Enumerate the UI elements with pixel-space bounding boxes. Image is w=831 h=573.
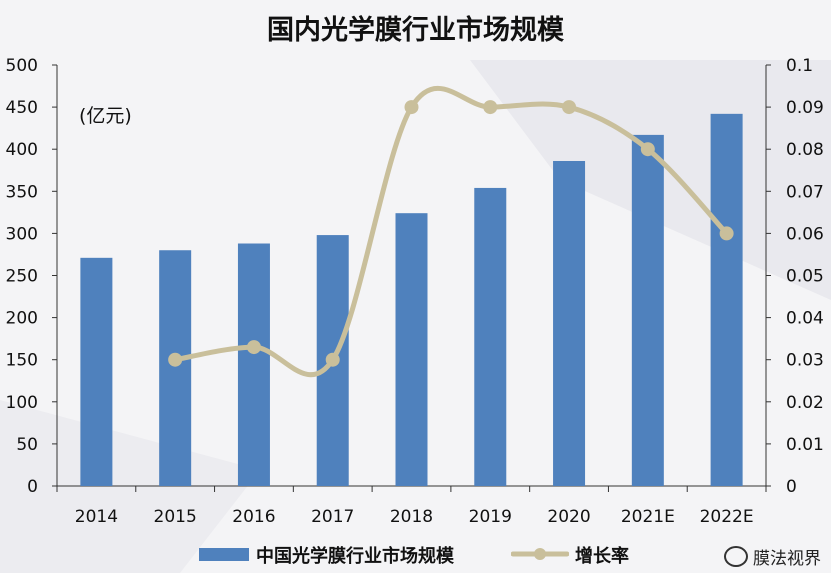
x-tick-label: 2016 (232, 507, 275, 527)
y-tick-label-right: 0.08 (786, 140, 824, 160)
growth-point (483, 100, 498, 115)
bar-2014 (80, 257, 113, 486)
y-tick-label-left: 300 (6, 224, 38, 244)
bar-2019 (474, 187, 507, 486)
bar-2022E (710, 113, 743, 486)
x-tick-label: 2014 (75, 507, 118, 527)
y-tick-label-right: 0 (786, 477, 797, 497)
y-tick-label-left: 0 (27, 477, 38, 497)
bar-2015 (159, 250, 192, 486)
legend-bar-swatch (199, 548, 249, 561)
x-tick-label: 2015 (154, 507, 197, 527)
y-tick-label-left: 450 (6, 98, 38, 118)
chart-title: 国内光学膜行业市场规模 (267, 15, 564, 46)
x-tick-label: 2019 (469, 507, 512, 527)
growth-line (174, 85, 729, 378)
bar-2018 (395, 213, 428, 486)
bar-2021E (631, 134, 664, 487)
x-tick-label: 2021E (621, 507, 675, 527)
chart-legend: 中国光学膜行业市场规模 增长率 (0, 540, 831, 570)
y-tick-label-left: 150 (6, 351, 38, 371)
growth-point (168, 352, 183, 367)
y-tick-label-right: 0.07 (786, 182, 824, 202)
y-tick-label-left: 500 (6, 56, 38, 76)
y-tick-label-right: 0.03 (786, 351, 824, 371)
x-tick-label: 2018 (390, 507, 433, 527)
y-tick-label-right: 0.05 (786, 267, 824, 287)
unit-label: (亿元) (79, 105, 132, 127)
x-tick-label: 2022E (700, 507, 754, 527)
y-tick-label-right: 0.1 (786, 56, 813, 76)
legend-bar-label: 中国光学膜行业市场规模 (256, 546, 454, 567)
bar-2020 (553, 160, 586, 486)
y-tick-label-left: 100 (6, 393, 38, 413)
x-tick-label: 2020 (547, 507, 590, 527)
watermark-text: 膜法视界 (753, 549, 821, 569)
x-tick-label: 2017 (311, 507, 354, 527)
y-tick-label-right: 0.06 (786, 224, 824, 244)
y-tick-label-left: 350 (6, 182, 38, 202)
growth-point (640, 142, 655, 157)
y-tick-label-left: 50 (16, 435, 38, 455)
growth-point (325, 352, 340, 367)
y-tick-label-right: 0.04 (786, 309, 824, 329)
y-tick-label-right: 0.02 (786, 393, 824, 413)
wechat-icon (724, 546, 748, 567)
bar-2016 (237, 243, 270, 486)
watermark: 膜法视界 (724, 544, 821, 569)
y-tick-label-right: 0.09 (786, 98, 824, 118)
growth-point (404, 100, 419, 115)
growth-point (562, 100, 577, 115)
y-tick-label-right: 0.01 (786, 435, 824, 455)
y-tick-label-left: 400 (6, 140, 38, 160)
legend-line-label: 增长率 (575, 546, 629, 567)
growth-point (719, 226, 734, 241)
growth-point (246, 340, 261, 355)
y-tick-label-left: 250 (6, 267, 38, 287)
legend-line-swatch (511, 548, 569, 560)
y-tick-label-left: 200 (6, 309, 38, 329)
